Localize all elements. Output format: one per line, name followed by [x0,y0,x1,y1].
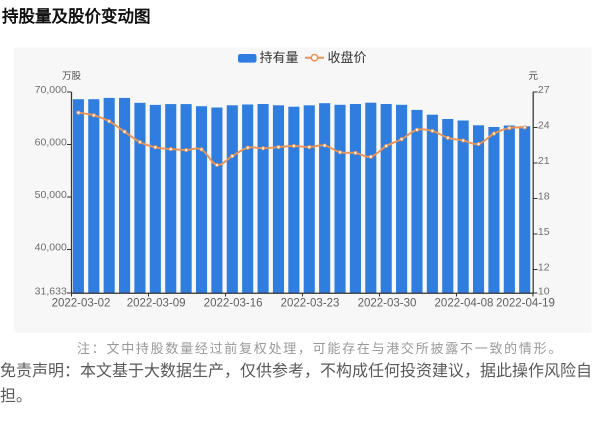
svg-text:50,000: 50,000 [35,189,67,201]
svg-text:2022-03-30: 2022-03-30 [358,298,417,310]
svg-text:2022-04-08: 2022-04-08 [435,298,494,310]
svg-text:10: 10 [538,285,550,297]
svg-text:24: 24 [538,120,550,132]
svg-text:2022-03-09: 2022-03-09 [127,298,186,310]
svg-text:持有量: 持有量 [260,50,299,65]
svg-text:31,633: 31,633 [35,285,67,297]
svg-text:40,000: 40,000 [35,242,67,254]
svg-text:万股: 万股 [62,71,82,82]
svg-text:2022-03-16: 2022-03-16 [204,298,263,310]
svg-text:收盘价: 收盘价 [328,50,367,65]
svg-text:15: 15 [538,226,550,238]
svg-text:元: 元 [528,71,538,82]
svg-text:60,000: 60,000 [35,137,67,149]
svg-text:18: 18 [538,191,550,203]
svg-text:2022-03-23: 2022-03-23 [281,298,340,310]
svg-text:27: 27 [538,84,550,96]
svg-text:21: 21 [538,155,550,167]
svg-text:70,000: 70,000 [35,84,67,96]
svg-text:2022-04-19: 2022-04-19 [496,298,555,310]
svg-text:12: 12 [538,262,550,274]
svg-text:2022-03-02: 2022-03-02 [52,298,111,310]
